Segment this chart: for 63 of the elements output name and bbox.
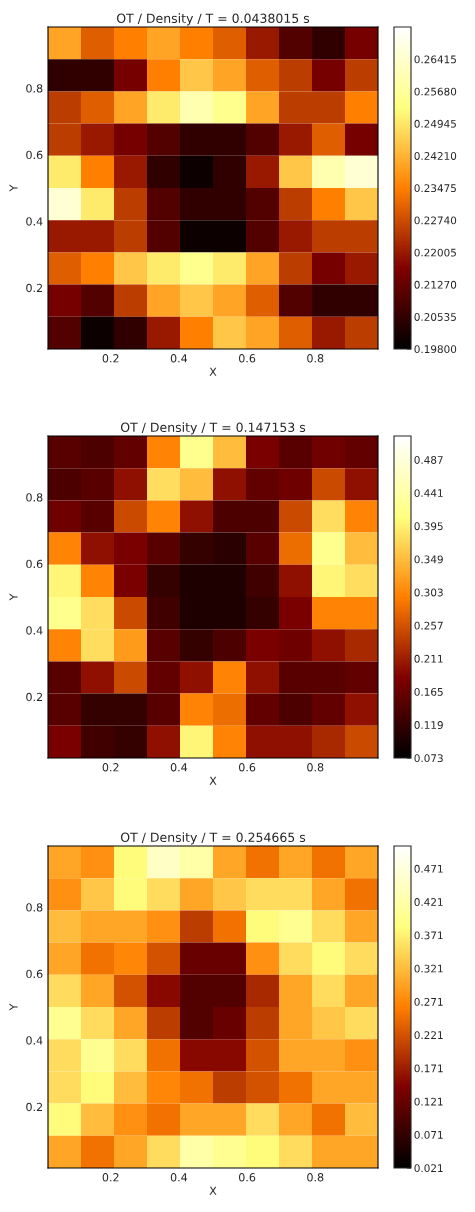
color-bar-label: 0.171 [414, 1064, 443, 1073]
x-tick-label: 0.4 [170, 763, 188, 772]
y-tick-label: 0.8 [26, 903, 43, 912]
y-tick-label: 0.6 [26, 559, 43, 569]
x-tick-label: 0.8 [307, 1173, 324, 1182]
y-axis-title: Y [9, 593, 18, 601]
y-tick-label: 0.4 [26, 626, 43, 635]
x-tick-label: 0.4 [170, 1173, 188, 1182]
color-bar-label: 0.19800 [414, 345, 457, 354]
color-bar-label: 0.303 [414, 588, 443, 597]
color-bar-label: 0.165 [414, 687, 443, 696]
y-tick-label: 0.6 [26, 969, 43, 979]
color-bar-label: 0.321 [414, 964, 443, 973]
x-tick-label: 0.8 [307, 354, 324, 363]
y-axis-title: Y [9, 1003, 18, 1011]
color-bar-label: 0.26415 [414, 55, 456, 64]
color-bar-label: 0.021 [414, 1164, 443, 1173]
x-tick-label: 0.2 [102, 1173, 119, 1182]
y-tick-label: 0.8 [26, 493, 43, 502]
color-bar-label: 0.25680 [414, 87, 457, 96]
color-bar-label: 0.20535 [414, 313, 456, 321]
y-tick-label: 0.4 [26, 217, 43, 226]
color-bar-label: 0.121 [414, 1097, 443, 1106]
color-bar-label: 0.471 [414, 864, 443, 873]
color-bar-label: 0.349 [414, 555, 443, 564]
chart-title: OT / Density / T = 0.147153 s [120, 422, 306, 435]
color-bar-label: 0.421 [414, 898, 443, 906]
x-tick-label: 0.6 [238, 1173, 256, 1182]
color-bar-label: 0.211 [414, 654, 443, 663]
color-bar-label: 0.071 [414, 1130, 443, 1139]
color-bar-label: 0.24945 [414, 119, 456, 128]
y-tick-label: 0.6 [26, 150, 43, 160]
y-tick-label: 0.2 [26, 692, 43, 702]
color-bar-label: 0.22740 [414, 216, 457, 225]
x-axis-title: X [209, 776, 217, 785]
color-bar-label: 0.395 [414, 522, 443, 531]
y-tick-label: 0.8 [26, 84, 43, 93]
color-bar-label: 0.221 [414, 1031, 443, 1040]
color-bar-label: 0.21270 [414, 280, 457, 289]
x-tick-label: 0.6 [238, 763, 256, 772]
x-tick-label: 0.6 [238, 354, 256, 363]
chart-title: OT / Density / T = 0.254665 s [120, 832, 306, 845]
color-bar-label: 0.441 [414, 489, 443, 498]
color-bar-label: 0.24210 [414, 152, 457, 160]
y-tick-label: 0.2 [26, 283, 43, 293]
x-axis-title: X [209, 367, 217, 376]
color-bar-label: 0.22005 [414, 248, 456, 257]
x-tick-label: 0.2 [102, 763, 119, 772]
color-bar-label: 0.073 [414, 754, 443, 763]
color-bar-label: 0.23475 [414, 184, 456, 193]
x-tick-label: 0.2 [102, 354, 119, 363]
y-tick-label: 0.2 [26, 1102, 43, 1112]
color-bar-label: 0.119 [414, 721, 443, 729]
color-bar-label: 0.257 [414, 621, 443, 630]
y-axis-title: Y [9, 184, 18, 192]
color-bar-label: 0.487 [414, 456, 443, 464]
y-tick-label: 0.4 [26, 1036, 43, 1045]
chart-title: OT / Density / T = 0.0438015 s [116, 13, 310, 26]
x-tick-label: 0.4 [170, 354, 188, 363]
color-bar-label: 0.271 [414, 997, 443, 1006]
x-tick-label: 0.8 [307, 763, 324, 772]
x-axis-title: X [209, 1186, 217, 1195]
color-bar-label: 0.371 [414, 931, 443, 940]
